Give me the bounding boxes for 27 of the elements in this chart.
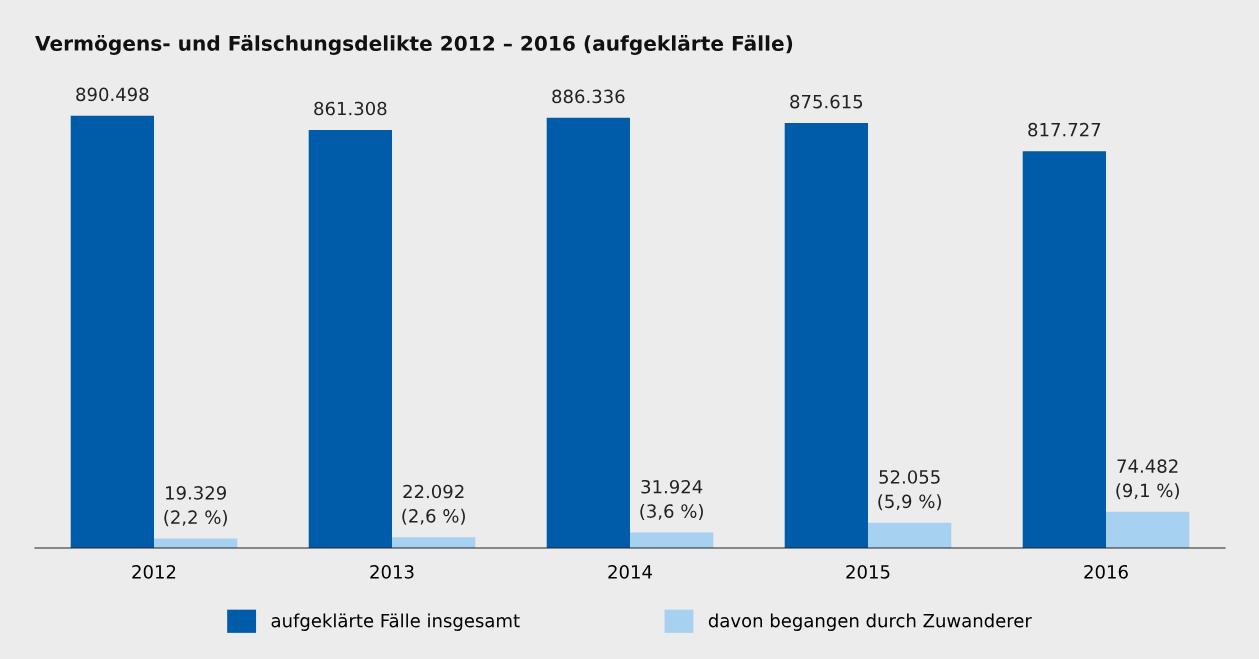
chart-title: Vermögens- und Fälschungsdelikte 2012 – 2016 (aufgeklärte Fälle) <box>35 35 793 55</box>
x-tick-label: 2014 <box>608 564 652 579</box>
x-tick-label: 2013 <box>370 564 414 579</box>
data-label: 861.308 <box>314 101 387 116</box>
bar <box>392 537 476 548</box>
data-label: 875.615 <box>790 94 863 109</box>
data-label: 890.498 <box>76 87 149 102</box>
data-label: 74.482 (9,1 %) <box>1116 459 1179 500</box>
bar <box>70 115 154 548</box>
x-tick-label: 2016 <box>1084 564 1128 579</box>
bar <box>784 123 868 548</box>
data-label: 52.055 (5,9 %) <box>878 470 941 511</box>
data-label: 22.092 (2,6 %) <box>402 484 465 525</box>
data-label: 31.924 (3,6 %) <box>640 479 703 521</box>
legend-label: aufgeklärte Fälle insgesamt <box>271 613 520 631</box>
bar <box>1022 151 1106 548</box>
bar <box>546 117 630 548</box>
bar <box>868 522 952 548</box>
data-label: 817.727 <box>1028 122 1101 137</box>
x-tick-label: 2015 <box>846 564 890 579</box>
bar <box>630 532 714 548</box>
bar <box>308 129 392 548</box>
bar <box>1106 511 1190 548</box>
data-label: 19.329 (2,2 %) <box>164 486 227 527</box>
legend-label: davon begangen durch Zuwanderer <box>708 613 1032 631</box>
data-label: 886.336 <box>552 89 625 104</box>
x-tick-label: 2012 <box>132 564 176 579</box>
